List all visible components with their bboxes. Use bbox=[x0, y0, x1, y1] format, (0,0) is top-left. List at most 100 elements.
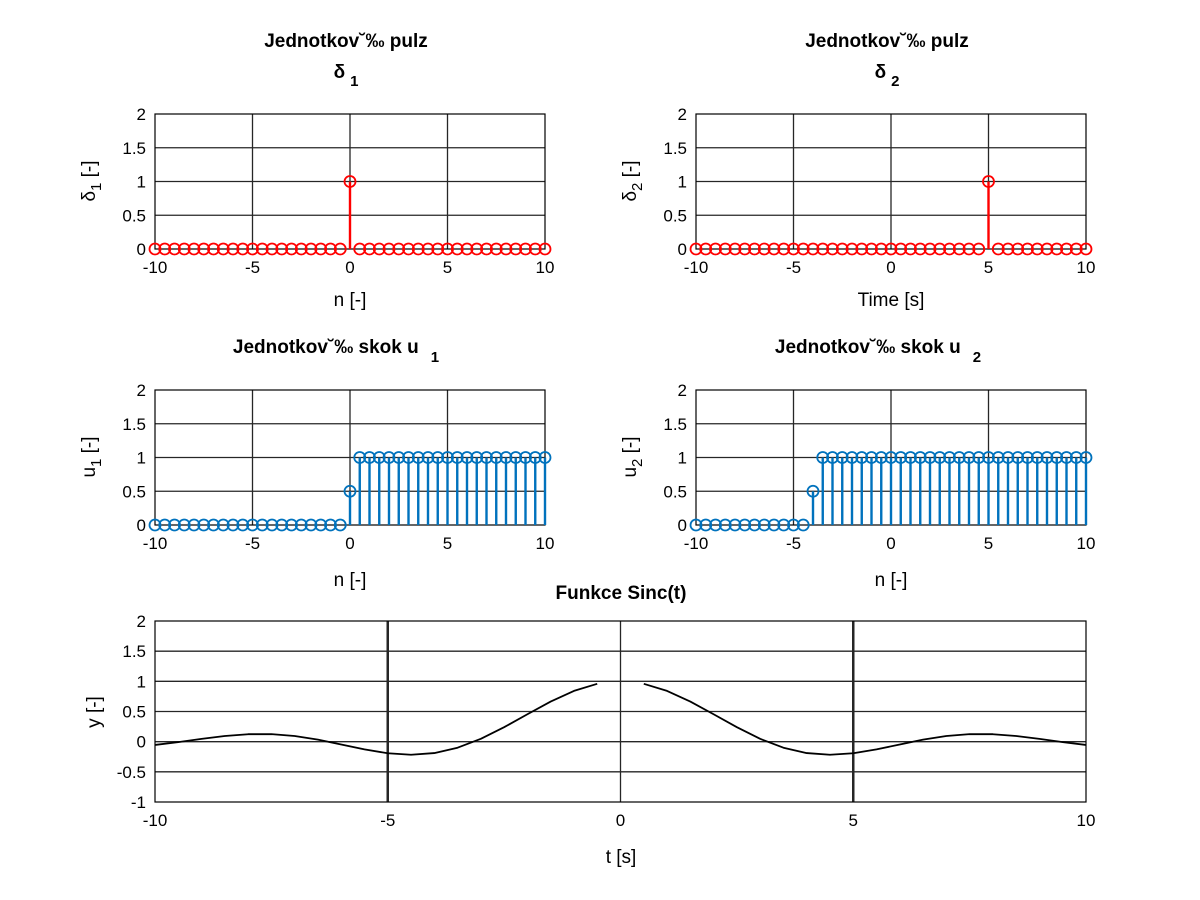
stem-marker bbox=[294, 518, 308, 532]
stem-marker bbox=[538, 451, 552, 464]
stem-marker bbox=[1060, 242, 1073, 256]
stem-marker bbox=[913, 451, 927, 464]
stem-marker bbox=[314, 242, 328, 256]
stem-marker bbox=[304, 242, 318, 256]
stem-marker bbox=[874, 451, 888, 464]
stem-marker bbox=[324, 242, 337, 256]
stem-marker bbox=[411, 242, 425, 256]
stem-marker bbox=[972, 242, 986, 256]
stem-marker bbox=[519, 242, 532, 256]
stem-marker bbox=[177, 518, 191, 532]
stem-marker bbox=[275, 242, 289, 256]
stem-marker bbox=[709, 242, 722, 256]
y-tick-label: 2 bbox=[678, 381, 687, 400]
stem-marker bbox=[392, 451, 406, 464]
x-tick-label: 5 bbox=[443, 534, 452, 553]
x-tick-label: 10 bbox=[1077, 258, 1096, 277]
stem-marker bbox=[294, 242, 308, 256]
stem-marker bbox=[826, 451, 839, 464]
y-tick-label: 1.5 bbox=[122, 415, 146, 434]
stem-marker bbox=[982, 451, 995, 464]
stem-marker bbox=[904, 451, 917, 464]
y-tick-label: 1.5 bbox=[122, 642, 146, 661]
stem-marker bbox=[372, 242, 386, 256]
stem-marker bbox=[372, 451, 386, 464]
stem-marker bbox=[1050, 242, 1064, 256]
subplot-1-x-label: n [-] bbox=[334, 290, 367, 311]
stem-marker bbox=[835, 242, 849, 256]
x-tick-label: 10 bbox=[1077, 811, 1096, 830]
subplot-2-title: Jednotkov˘‰ pulz bbox=[805, 31, 969, 52]
stem-marker bbox=[1030, 242, 1044, 256]
x-tick-label: 0 bbox=[345, 258, 354, 277]
stem-marker bbox=[738, 242, 752, 256]
stem-marker bbox=[168, 518, 181, 532]
y-tick-label: 2 bbox=[137, 612, 146, 631]
stem-marker bbox=[265, 242, 279, 256]
stem-marker bbox=[519, 451, 532, 464]
y-tick-label: 0 bbox=[678, 240, 687, 259]
stem-marker bbox=[343, 175, 357, 188]
stem-marker bbox=[411, 451, 425, 464]
y-tick-label: 1 bbox=[678, 173, 687, 192]
stem-marker bbox=[1021, 451, 1034, 464]
subplot-2-axes: -10 -5 0 5 10 0 0.5 1 1.5 2 bbox=[663, 105, 1095, 277]
stem-marker bbox=[528, 451, 542, 464]
stem-marker bbox=[509, 242, 523, 256]
stem-marker bbox=[470, 242, 484, 256]
stem-marker bbox=[265, 518, 279, 532]
stem-marker bbox=[353, 242, 367, 256]
stem-marker bbox=[709, 518, 722, 532]
stem-marker bbox=[806, 484, 820, 498]
axes-box bbox=[695, 113, 1087, 250]
stem-marker bbox=[767, 242, 781, 256]
stem-marker bbox=[913, 242, 927, 256]
y-tick-label: 1.5 bbox=[663, 139, 687, 158]
stem-marker bbox=[343, 484, 357, 498]
stem-marker bbox=[1001, 242, 1015, 256]
stem-marker bbox=[382, 242, 396, 256]
stem-marker bbox=[845, 451, 859, 464]
stem-marker bbox=[450, 451, 464, 464]
stem-marker bbox=[441, 242, 454, 256]
stem-marker bbox=[402, 451, 415, 464]
y-tick-label: 1.5 bbox=[663, 415, 687, 434]
stem-marker bbox=[826, 242, 839, 256]
stem-marker bbox=[246, 242, 259, 256]
stem-marker bbox=[796, 242, 810, 256]
stem-marker bbox=[197, 518, 211, 532]
axes-box bbox=[154, 620, 1087, 803]
y-tick-label: 0.5 bbox=[663, 206, 687, 225]
stem-marker bbox=[187, 518, 201, 532]
x-tick-label: -5 bbox=[380, 811, 395, 830]
stem-marker bbox=[748, 242, 761, 256]
x-tick-label: 0 bbox=[345, 534, 354, 553]
stem-marker bbox=[845, 242, 859, 256]
stem-marker bbox=[450, 242, 464, 256]
stem-marker bbox=[255, 242, 269, 256]
y-tick-label: 1 bbox=[137, 672, 146, 691]
y-tick-label: 1 bbox=[678, 449, 687, 468]
stem-marker bbox=[718, 242, 732, 256]
stem-marker bbox=[216, 242, 230, 256]
stem-marker bbox=[904, 242, 917, 256]
subplot-4-y-label: u2 [-] bbox=[620, 436, 646, 477]
stem-marker bbox=[460, 242, 474, 256]
stem-marker bbox=[480, 451, 493, 464]
stem-marker bbox=[699, 518, 713, 532]
subplot-5-x-label: t [s] bbox=[606, 847, 637, 868]
stem-marker bbox=[894, 242, 908, 256]
subplot-5-title: Funkce Sinc(t) bbox=[556, 583, 687, 604]
stem-marker bbox=[148, 242, 162, 256]
subplot-2-x-label: Time [s] bbox=[858, 290, 925, 311]
stem-marker bbox=[1030, 451, 1044, 464]
y-tick-label: 0 bbox=[137, 733, 146, 752]
stem-marker bbox=[991, 242, 1005, 256]
stem-marker bbox=[991, 451, 1005, 464]
subplot-1-axes: -10 -5 0 5 10 0 0.5 1 1.5 2 bbox=[122, 105, 554, 277]
stem-marker bbox=[689, 518, 703, 532]
stem-marker bbox=[923, 242, 937, 256]
